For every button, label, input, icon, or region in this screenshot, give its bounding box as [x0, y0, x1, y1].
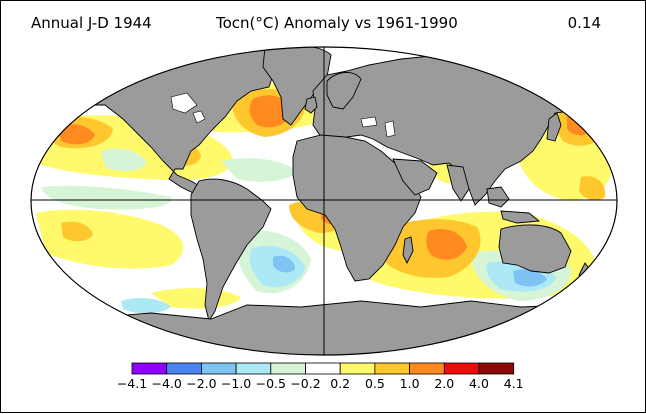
colorbar-label: 4.1 [504, 376, 524, 391]
colorbar-label: −4.0 [152, 376, 182, 391]
colorbar-bin [235, 362, 272, 375]
colorbar-label: −0.2 [290, 376, 320, 391]
colorbar-label: 4.0 [469, 376, 489, 391]
colorbar-bin [478, 362, 515, 375]
colorbar: −4.1 −4.0 −2.0 −1.0 −0.5 −0.2 0.2 0.5 1.0 2.0 4.0 4… [117, 362, 524, 391]
colorbar-label: 0.5 [365, 376, 385, 391]
global-mean-value: 0.14 [567, 14, 601, 32]
colorbar-label: −4.1 [117, 376, 147, 391]
colorbar-label: 1.0 [400, 376, 420, 391]
colorbar-label: −2.0 [186, 376, 216, 391]
colorbar-bin [443, 362, 480, 375]
colorbar-label: 0.2 [330, 376, 350, 391]
colorbar-bin [409, 362, 445, 375]
colorbar-bin [270, 362, 306, 375]
map-title: Tocn(°C) Anomaly vs 1961-1990 [216, 14, 458, 32]
colorbar-bin [200, 362, 237, 375]
colorbar-bin [339, 362, 376, 375]
period-label: Annual J-D 1944 [31, 14, 152, 32]
colorbar-label: −0.5 [256, 376, 286, 391]
colorbar-bin [374, 362, 410, 375]
colorbar-bin [305, 362, 341, 375]
projection-area [31, 47, 617, 355]
colorbar-label: −1.0 [221, 376, 251, 391]
colorbar-bin [131, 362, 168, 375]
globe-outline [30, 46, 618, 356]
colorbar-label: 2.0 [434, 376, 454, 391]
colorbar-bin [166, 362, 202, 375]
